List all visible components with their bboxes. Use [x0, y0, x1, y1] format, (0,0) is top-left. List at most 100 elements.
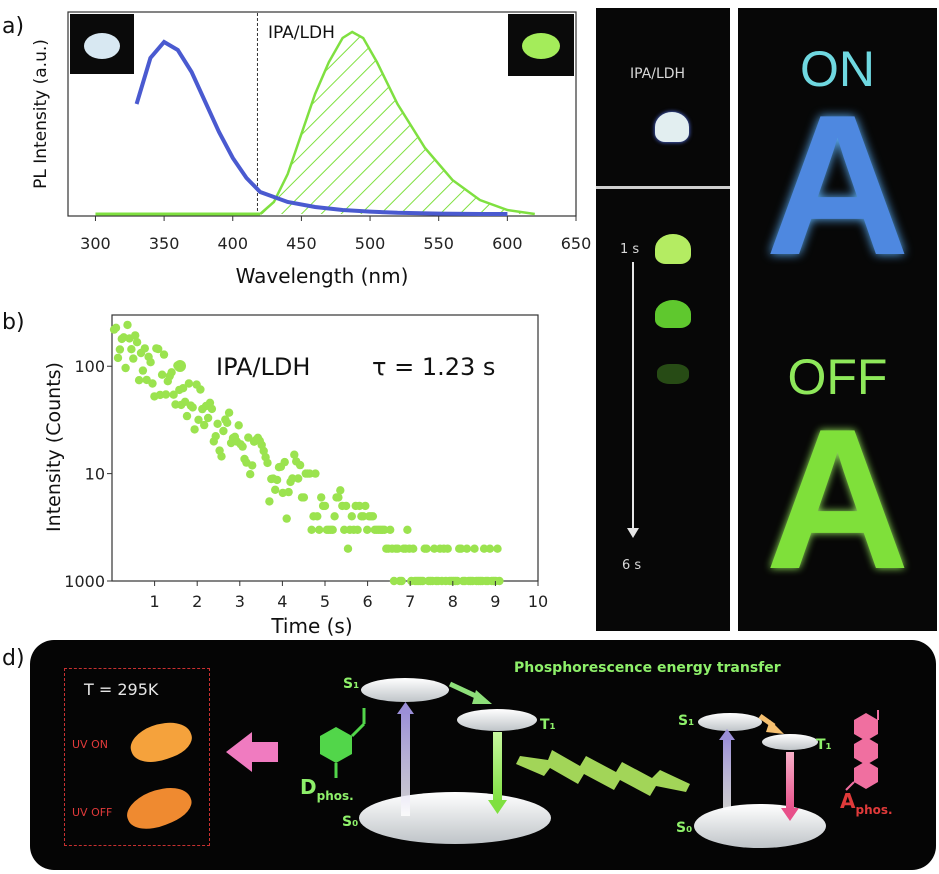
data-point [188, 403, 197, 412]
energy-transfer-title: Phosphorescence energy transfer [514, 660, 781, 676]
data-point [224, 408, 234, 417]
data-point [380, 525, 389, 534]
acceptor-t1-label: T₁ [816, 737, 832, 753]
data-point [320, 501, 330, 511]
panel-b-x-tick-label: 4 [277, 592, 287, 611]
donor-t1-plate [457, 709, 537, 731]
data-point [368, 512, 378, 521]
acceptor-s1-label: S₁ [678, 713, 694, 729]
data-point [113, 353, 123, 363]
data-point [295, 460, 305, 470]
data-point [157, 370, 167, 379]
data-point [386, 525, 395, 534]
panel-a-x-tick-label: 650 [561, 234, 592, 253]
donor-molecule-icon [320, 727, 352, 763]
data-point [154, 344, 163, 354]
data-point [470, 544, 479, 553]
data-point [178, 384, 188, 393]
data-point [248, 461, 257, 470]
panel-b-x-tick-label: 3 [235, 592, 245, 611]
excitation-curve [134, 39, 508, 216]
off-label: OFF [787, 349, 888, 405]
decay-points [109, 320, 504, 586]
donor-isc-arrowhead [472, 690, 492, 704]
data-point [280, 457, 289, 467]
data-point [211, 432, 220, 441]
data-point [328, 525, 337, 534]
data-point [223, 418, 232, 427]
data-point [495, 576, 504, 586]
data-point [271, 485, 280, 494]
panel-a-x-tick-label: 300 [80, 234, 111, 253]
data-point [146, 358, 155, 367]
legend-marker [174, 360, 186, 372]
tau-label: τ = 1.23 s [372, 353, 495, 381]
data-point [479, 544, 489, 553]
data-point [353, 525, 362, 534]
donor-s0-plate [359, 792, 551, 844]
panel-a-x-tick-label: 600 [492, 234, 523, 253]
acceptor-emission-arrowhead [781, 808, 799, 821]
letter-on: A [765, 74, 910, 297]
donor-s1-plate [361, 678, 449, 702]
data-point [272, 475, 282, 485]
data-point [355, 501, 364, 511]
letter-off: A [765, 388, 910, 611]
temperature-label: T = 295K [84, 680, 159, 699]
panel-label-a: a) [2, 14, 25, 39]
data-point [134, 376, 144, 385]
data-point [123, 320, 132, 330]
data-point [234, 421, 243, 430]
acceptor-ring-2 [854, 737, 878, 765]
panel-a-x-tick-label: 500 [355, 234, 386, 253]
donor-t1-label: T₁ [540, 717, 556, 733]
data-point [389, 576, 399, 586]
data-point [397, 576, 406, 586]
donor-s0-label: S₀ [342, 814, 358, 830]
data-point [282, 514, 291, 523]
time-end-label: 6 s [622, 558, 642, 573]
panel-b-y-tick-label: 10 [85, 465, 105, 484]
acceptor-t1-plate [762, 734, 818, 750]
time-arrow-head [627, 528, 639, 538]
data-point [140, 344, 149, 353]
panel-label-b: b) [2, 310, 25, 335]
acceptor-s1-plate [698, 713, 762, 731]
output-arrow-icon [226, 732, 278, 772]
panel-b-ylabel: Intensity (Counts) [43, 362, 65, 532]
panel-b-xlabel: Time (s) [270, 614, 352, 638]
data-point [132, 338, 142, 347]
data-point [115, 345, 125, 354]
data-point [462, 544, 472, 553]
data-point [343, 544, 353, 553]
panel-b-chart: IPA/LDH τ = 1.23 s 1 2 3 4 5 6 7 8 9 10100010100 … [43, 314, 548, 638]
data-point [182, 411, 192, 421]
data-point [213, 419, 222, 428]
data-point [127, 345, 136, 354]
data-point [299, 493, 309, 502]
left-inset-sample-icon [84, 33, 120, 59]
panel-label-d: d) [2, 646, 25, 671]
data-point [184, 379, 194, 388]
uv-off-label: UV OFF [72, 806, 113, 819]
emission-hatched-area [260, 32, 535, 214]
donor-excitation-arrowhead [397, 702, 414, 714]
data-point [121, 363, 130, 373]
data-point [313, 512, 322, 521]
donor-label-main: D [300, 775, 317, 799]
panel-b-x-tick-label: 10 [528, 592, 548, 611]
data-point [159, 350, 169, 359]
data-point [317, 493, 326, 502]
data-point [169, 390, 178, 399]
panel-b-y-tick-label: 100 [74, 357, 105, 376]
data-point [456, 544, 466, 553]
acceptor-s0-plate [694, 804, 826, 848]
panel-a-x-tick-label: 450 [286, 234, 317, 253]
acceptor-label-main: A [840, 789, 856, 813]
decay-sample-1s [655, 234, 691, 264]
data-point [190, 425, 199, 434]
panel-c-left-photo [596, 8, 730, 186]
acceptor-label-sub: phos. [855, 803, 892, 817]
data-point [194, 415, 203, 424]
data-point [443, 544, 452, 553]
